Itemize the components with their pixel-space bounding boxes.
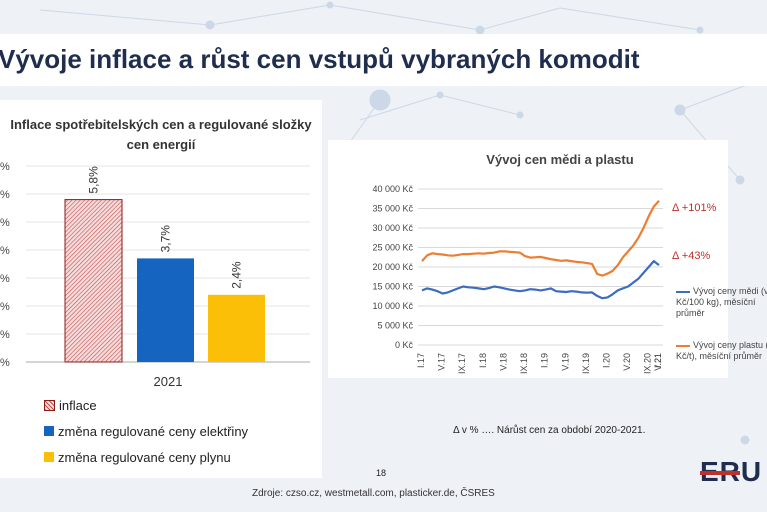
y-tick-label: 40 000 Kč — [372, 184, 413, 194]
y-tick-label: 15 000 Kč — [372, 282, 413, 292]
x-tick-label: IX.18 — [519, 353, 529, 374]
legend-label-copper: Vývoj ceny mědi (v Kč/100 kg), měsíční p… — [676, 286, 767, 318]
x-tick-label: IX.17 — [457, 353, 467, 374]
legend-item-copper: Vývoj ceny mědi (v Kč/100 kg), měsíční p… — [676, 286, 767, 319]
y-tick-label: % — [0, 189, 10, 201]
legend-line-copper — [676, 290, 690, 293]
x-tick-label: IX.19 — [581, 353, 591, 374]
y-tick-label: % — [0, 161, 10, 173]
y-tick-label: 10 000 Kč — [372, 301, 413, 311]
bar-2 — [137, 258, 194, 362]
y-tick-label: 0 Kč — [395, 340, 414, 350]
annotation-plastic-growth: Δ +101% — [672, 202, 717, 214]
y-tick-label: 20 000 Kč — [372, 262, 413, 272]
x-tick-label: V.17 — [437, 353, 447, 371]
bar-1 — [64, 199, 123, 363]
x-tick-label: I.17 — [416, 353, 426, 368]
x-tick-label: V.18 — [498, 353, 508, 371]
x-tick-label: I.20 — [601, 353, 611, 368]
x-tick-label: I.18 — [478, 353, 488, 368]
y-tick-label: 35 000 Kč — [372, 204, 413, 214]
legend-line-plastic — [676, 344, 690, 347]
legend-swatch-elektrina — [44, 426, 54, 436]
bar-data-label: 5,8% — [87, 166, 101, 194]
y-tick-label: % — [0, 273, 10, 285]
legend-label-plastic: Vývoj ceny plastu (v Kč/t), měsíční prům… — [676, 340, 767, 361]
price-chart-panel — [328, 140, 728, 378]
legend-swatch-inflace — [44, 399, 55, 411]
slide-title: Vývoje inflace a růst cen vstupů vybraný… — [0, 44, 640, 74]
legend-label-elektrina: změna regulované ceny elektřiny — [58, 423, 249, 439]
title-bar — [0, 34, 767, 86]
legend-item-elektrina: změna regulované ceny elektřiny — [44, 418, 248, 444]
legend-swatch-plyn — [44, 452, 54, 462]
x-tick-label: I.21 — [653, 353, 663, 368]
x-tick-label: V.19 — [560, 353, 570, 371]
y-tick-label: % — [0, 357, 10, 369]
annotation-copper-growth: Δ +43% — [672, 250, 711, 262]
legend-item-plastic: Vývoj ceny plastu (v Kč/t), měsíční prům… — [676, 340, 767, 362]
inflation-chart-legend: inflace změna regulované ceny elektřiny … — [44, 392, 248, 470]
bar-data-label: 3,7% — [159, 225, 173, 253]
price-chart-title: Vývoj cen mědi a plastu — [486, 152, 634, 167]
series-line-plastic — [421, 199, 660, 277]
x-tick-label: IX.20 — [643, 353, 653, 374]
x-category-label: 2021 — [154, 374, 183, 389]
y-tick-label: % — [0, 245, 10, 257]
series-line-copper — [421, 260, 660, 300]
bar-3 — [208, 294, 265, 362]
y-tick-label: 25 000 Kč — [372, 243, 413, 253]
legend-item-plyn: změna regulované ceny plynu — [44, 444, 248, 470]
y-tick-label: 5 000 Kč — [377, 321, 413, 331]
source-text: Zdroje: czso.cz, westmetall.com, plastic… — [252, 488, 495, 499]
y-tick-label: 30 000 Kč — [372, 223, 413, 233]
x-tick-label: V.20 — [622, 353, 632, 371]
y-tick-label: % — [0, 217, 10, 229]
x-tick-label: I.19 — [540, 353, 550, 368]
growth-note: Δ v % …. Nárůst cen za období 2020-2021. — [453, 425, 646, 436]
legend-label-inflace: inflace — [59, 397, 97, 413]
x-tick-label: V.21 — [653, 353, 663, 371]
eru-logo-bar — [700, 471, 740, 475]
y-tick-label: % — [0, 329, 10, 341]
bar-data-label: 2,4% — [230, 261, 244, 289]
page-number: 18 — [376, 468, 387, 478]
inflation-chart-title: Inflace spotřebitelských cen a regulovan… — [10, 117, 312, 152]
legend-label-plyn: změna regulované ceny plynu — [58, 449, 231, 465]
y-tick-label: % — [0, 301, 10, 313]
legend-item-inflace: inflace — [44, 392, 248, 418]
